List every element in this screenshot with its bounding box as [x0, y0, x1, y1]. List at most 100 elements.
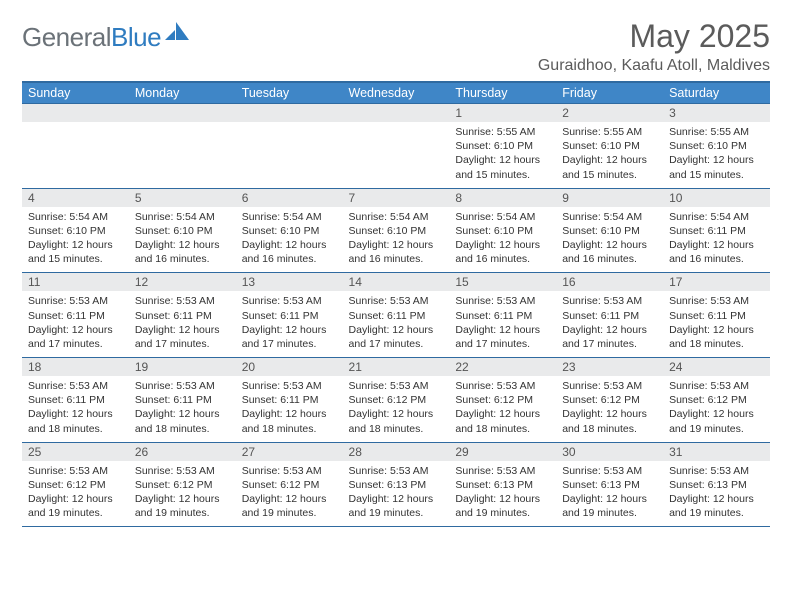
sunrise-line: Sunrise: 5:53 AM: [242, 379, 337, 393]
day-number: 4: [22, 189, 129, 207]
day-info: [22, 122, 129, 180]
day-header: Sunday: [22, 82, 129, 104]
day-number: 21: [343, 358, 450, 376]
calendar-cell: 3Sunrise: 5:55 AMSunset: 6:10 PMDaylight…: [663, 104, 770, 189]
calendar-week: 11Sunrise: 5:53 AMSunset: 6:11 PMDayligh…: [22, 273, 770, 358]
sunset-line: Sunset: 6:10 PM: [349, 224, 444, 238]
sunset-line: Sunset: 6:10 PM: [562, 224, 657, 238]
logo: GeneralBlue: [22, 22, 191, 53]
calendar-week: 4Sunrise: 5:54 AMSunset: 6:10 PMDaylight…: [22, 188, 770, 273]
sunset-line: Sunset: 6:11 PM: [28, 309, 123, 323]
day-number: 15: [449, 273, 556, 291]
sunrise-line: Sunrise: 5:54 AM: [349, 210, 444, 224]
sunset-line: Sunset: 6:10 PM: [562, 139, 657, 153]
day-info: Sunrise: 5:53 AMSunset: 6:11 PMDaylight:…: [343, 291, 450, 357]
logo-word-1: General: [22, 22, 111, 52]
day-header: Wednesday: [343, 82, 450, 104]
calendar-cell: 8Sunrise: 5:54 AMSunset: 6:10 PMDaylight…: [449, 188, 556, 273]
day-info: Sunrise: 5:53 AMSunset: 6:13 PMDaylight:…: [663, 461, 770, 527]
sunrise-line: Sunrise: 5:53 AM: [669, 464, 764, 478]
day-number: 31: [663, 443, 770, 461]
day-info: Sunrise: 5:55 AMSunset: 6:10 PMDaylight:…: [663, 122, 770, 188]
day-number: 14: [343, 273, 450, 291]
sunrise-line: Sunrise: 5:54 AM: [562, 210, 657, 224]
calendar-cell: 13Sunrise: 5:53 AMSunset: 6:11 PMDayligh…: [236, 273, 343, 358]
daylight-line: Daylight: 12 hours and 17 minutes.: [242, 323, 337, 351]
daylight-line: Daylight: 12 hours and 19 minutes.: [669, 407, 764, 435]
day-info: Sunrise: 5:53 AMSunset: 6:11 PMDaylight:…: [236, 291, 343, 357]
daylight-line: Daylight: 12 hours and 19 minutes.: [669, 492, 764, 520]
calendar-cell: 2Sunrise: 5:55 AMSunset: 6:10 PMDaylight…: [556, 104, 663, 189]
daylight-line: Daylight: 12 hours and 16 minutes.: [455, 238, 550, 266]
day-number: 11: [22, 273, 129, 291]
day-number: 22: [449, 358, 556, 376]
day-info: Sunrise: 5:55 AMSunset: 6:10 PMDaylight:…: [449, 122, 556, 188]
calendar-cell: 25Sunrise: 5:53 AMSunset: 6:12 PMDayligh…: [22, 442, 129, 527]
daylight-line: Daylight: 12 hours and 16 minutes.: [135, 238, 230, 266]
sunrise-line: Sunrise: 5:53 AM: [135, 294, 230, 308]
day-number: [236, 104, 343, 122]
sunset-line: Sunset: 6:10 PM: [455, 224, 550, 238]
day-number: 18: [22, 358, 129, 376]
day-info: Sunrise: 5:54 AMSunset: 6:10 PMDaylight:…: [343, 207, 450, 273]
day-info: Sunrise: 5:53 AMSunset: 6:11 PMDaylight:…: [449, 291, 556, 357]
daylight-line: Daylight: 12 hours and 18 minutes.: [242, 407, 337, 435]
sunset-line: Sunset: 6:11 PM: [242, 393, 337, 407]
sunset-line: Sunset: 6:12 PM: [242, 478, 337, 492]
day-number: 9: [556, 189, 663, 207]
calendar-cell: [22, 104, 129, 189]
daylight-line: Daylight: 12 hours and 15 minutes.: [562, 153, 657, 181]
day-info: Sunrise: 5:53 AMSunset: 6:12 PMDaylight:…: [449, 376, 556, 442]
sunset-line: Sunset: 6:11 PM: [28, 393, 123, 407]
sunrise-line: Sunrise: 5:53 AM: [455, 379, 550, 393]
logo-text: GeneralBlue: [22, 22, 161, 53]
calendar-cell: 15Sunrise: 5:53 AMSunset: 6:11 PMDayligh…: [449, 273, 556, 358]
sunset-line: Sunset: 6:12 PM: [455, 393, 550, 407]
day-header: Thursday: [449, 82, 556, 104]
sunset-line: Sunset: 6:11 PM: [669, 224, 764, 238]
sunset-line: Sunset: 6:10 PM: [455, 139, 550, 153]
sunrise-line: Sunrise: 5:54 AM: [455, 210, 550, 224]
sunrise-line: Sunrise: 5:53 AM: [242, 464, 337, 478]
day-number: 17: [663, 273, 770, 291]
daylight-line: Daylight: 12 hours and 18 minutes.: [455, 407, 550, 435]
sunrise-line: Sunrise: 5:53 AM: [455, 464, 550, 478]
sunset-line: Sunset: 6:13 PM: [669, 478, 764, 492]
day-number: 10: [663, 189, 770, 207]
daylight-line: Daylight: 12 hours and 17 minutes.: [349, 323, 444, 351]
daylight-line: Daylight: 12 hours and 16 minutes.: [669, 238, 764, 266]
sunrise-line: Sunrise: 5:54 AM: [135, 210, 230, 224]
day-number: 13: [236, 273, 343, 291]
sunrise-line: Sunrise: 5:53 AM: [349, 294, 444, 308]
sunset-line: Sunset: 6:11 PM: [135, 309, 230, 323]
sunrise-line: Sunrise: 5:53 AM: [562, 464, 657, 478]
sunset-line: Sunset: 6:10 PM: [242, 224, 337, 238]
logo-mark-icon: [165, 22, 191, 47]
calendar-table: SundayMondayTuesdayWednesdayThursdayFrid…: [22, 81, 770, 527]
day-number: 28: [343, 443, 450, 461]
daylight-line: Daylight: 12 hours and 18 minutes.: [28, 407, 123, 435]
daylight-line: Daylight: 12 hours and 19 minutes.: [28, 492, 123, 520]
day-info: [236, 122, 343, 180]
sunset-line: Sunset: 6:10 PM: [135, 224, 230, 238]
sunset-line: Sunset: 6:13 PM: [349, 478, 444, 492]
calendar-cell: 12Sunrise: 5:53 AMSunset: 6:11 PMDayligh…: [129, 273, 236, 358]
sunset-line: Sunset: 6:12 PM: [562, 393, 657, 407]
day-info: Sunrise: 5:54 AMSunset: 6:10 PMDaylight:…: [449, 207, 556, 273]
day-number: 30: [556, 443, 663, 461]
day-header: Saturday: [663, 82, 770, 104]
day-info: Sunrise: 5:54 AMSunset: 6:10 PMDaylight:…: [129, 207, 236, 273]
daylight-line: Daylight: 12 hours and 18 minutes.: [135, 407, 230, 435]
day-info: Sunrise: 5:53 AMSunset: 6:12 PMDaylight:…: [236, 461, 343, 527]
daylight-line: Daylight: 12 hours and 16 minutes.: [242, 238, 337, 266]
day-info: Sunrise: 5:54 AMSunset: 6:11 PMDaylight:…: [663, 207, 770, 273]
day-info: Sunrise: 5:53 AMSunset: 6:11 PMDaylight:…: [22, 376, 129, 442]
month-title: May 2025: [538, 18, 770, 55]
daylight-line: Daylight: 12 hours and 18 minutes.: [669, 323, 764, 351]
sunrise-line: Sunrise: 5:55 AM: [562, 125, 657, 139]
daylight-line: Daylight: 12 hours and 15 minutes.: [669, 153, 764, 181]
calendar-cell: 27Sunrise: 5:53 AMSunset: 6:12 PMDayligh…: [236, 442, 343, 527]
sunrise-line: Sunrise: 5:53 AM: [349, 379, 444, 393]
sunrise-line: Sunrise: 5:53 AM: [669, 294, 764, 308]
sunset-line: Sunset: 6:11 PM: [455, 309, 550, 323]
